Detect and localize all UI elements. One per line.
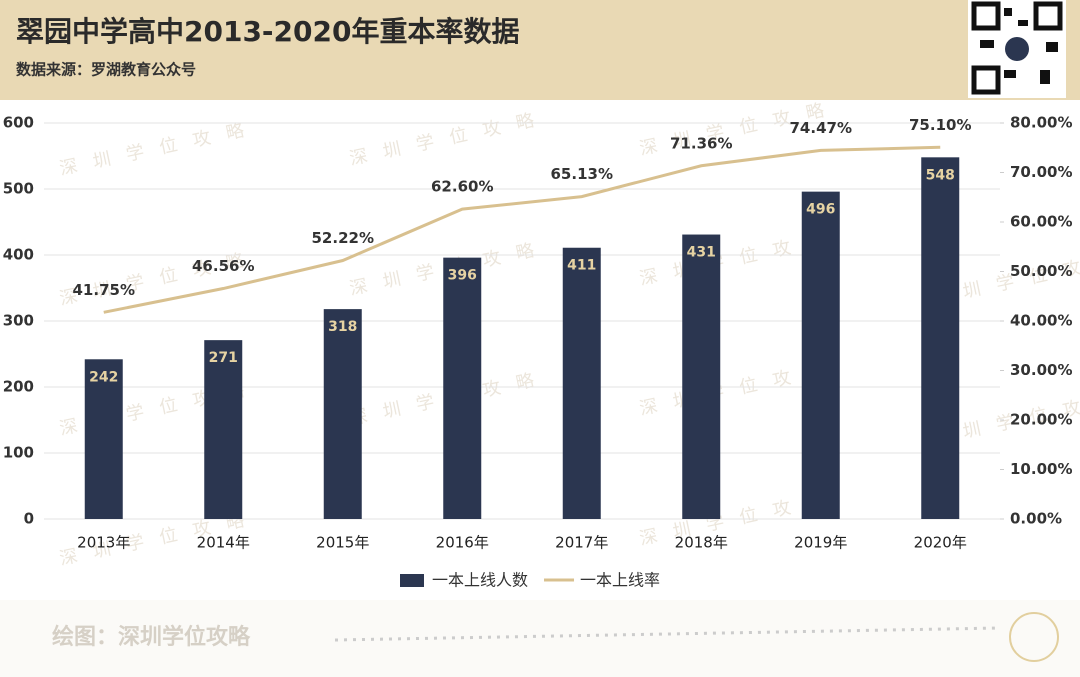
watermark: 深圳学位攻略 [58, 117, 262, 180]
chart-title: 翠园中学高中2013-2020年重本率数据 [16, 15, 519, 48]
header-band [0, 0, 1080, 100]
bar [801, 191, 840, 519]
x-tick-label: 2013年 [77, 534, 130, 552]
footer-logo [1009, 612, 1059, 662]
bar [204, 340, 243, 519]
x-tick-label: 2016年 [436, 534, 489, 552]
bar [562, 247, 601, 520]
x-tick-label: 2017年 [555, 534, 608, 552]
bar [443, 257, 482, 519]
line-label: 65.13% [551, 165, 613, 183]
qr-code [968, 0, 1066, 98]
y2-tick-label: 20.00% [1010, 411, 1072, 429]
bar [84, 359, 123, 519]
bar-label: 242 [89, 369, 118, 385]
y-tick-label: 300 [3, 312, 34, 330]
legend-swatch [400, 574, 424, 587]
y2-tick-label: 80.00% [1010, 114, 1072, 132]
legend-label: 一本上线率 [580, 571, 660, 590]
line-label: 41.75% [73, 281, 135, 299]
line-label: 71.36% [670, 134, 732, 152]
bar-label: 411 [567, 258, 596, 274]
y-tick-label: 400 [3, 246, 34, 264]
y2-tick-label: 70.00% [1010, 163, 1072, 181]
y-tick-label: 0 [24, 510, 34, 528]
bar-label: 318 [328, 319, 357, 335]
x-tick-label: 2020年 [914, 534, 967, 552]
line-label: 74.47% [790, 119, 852, 137]
chart-subtitle: 数据来源：罗湖教育公众号 [16, 61, 196, 79]
line-label: 62.60% [431, 178, 493, 196]
line-label: 46.56% [192, 257, 254, 275]
line-label: 75.10% [909, 116, 971, 134]
line [103, 145, 941, 314]
bar-label: 271 [209, 350, 238, 366]
bar-label: 548 [926, 167, 955, 183]
footer-band [0, 600, 1080, 677]
bar [323, 309, 362, 519]
footer-text: 绘图：深圳学位攻略 [52, 624, 251, 650]
x-tick-label: 2014年 [197, 534, 250, 552]
x-tick-label: 2018年 [675, 534, 728, 552]
y2-tick-label: 10.00% [1010, 460, 1072, 478]
bar-label: 496 [806, 202, 835, 218]
x-tick-label: 2015年 [316, 534, 369, 552]
y2-tick-label: 50.00% [1010, 262, 1072, 280]
y-tick-label: 100 [3, 444, 34, 462]
bar-label: 431 [687, 245, 716, 261]
line-label: 52.22% [312, 229, 374, 247]
legend-label: 一本上线人数 [432, 571, 528, 590]
y-tick-label: 200 [3, 378, 34, 396]
y2-tick-label: 30.00% [1010, 361, 1072, 379]
x-tick-label: 2019年 [794, 534, 847, 552]
footer-divider [334, 626, 1001, 642]
y2-tick-label: 0.00% [1010, 510, 1062, 528]
bar-label: 396 [448, 268, 477, 284]
y-tick-label: 600 [3, 114, 34, 132]
bar [921, 157, 960, 519]
y2-tick-label: 40.00% [1010, 312, 1072, 330]
watermark: 深圳学位攻略 [348, 107, 552, 170]
bar [682, 234, 721, 520]
y-tick-label: 500 [3, 180, 34, 198]
y2-tick-label: 60.00% [1010, 213, 1072, 231]
